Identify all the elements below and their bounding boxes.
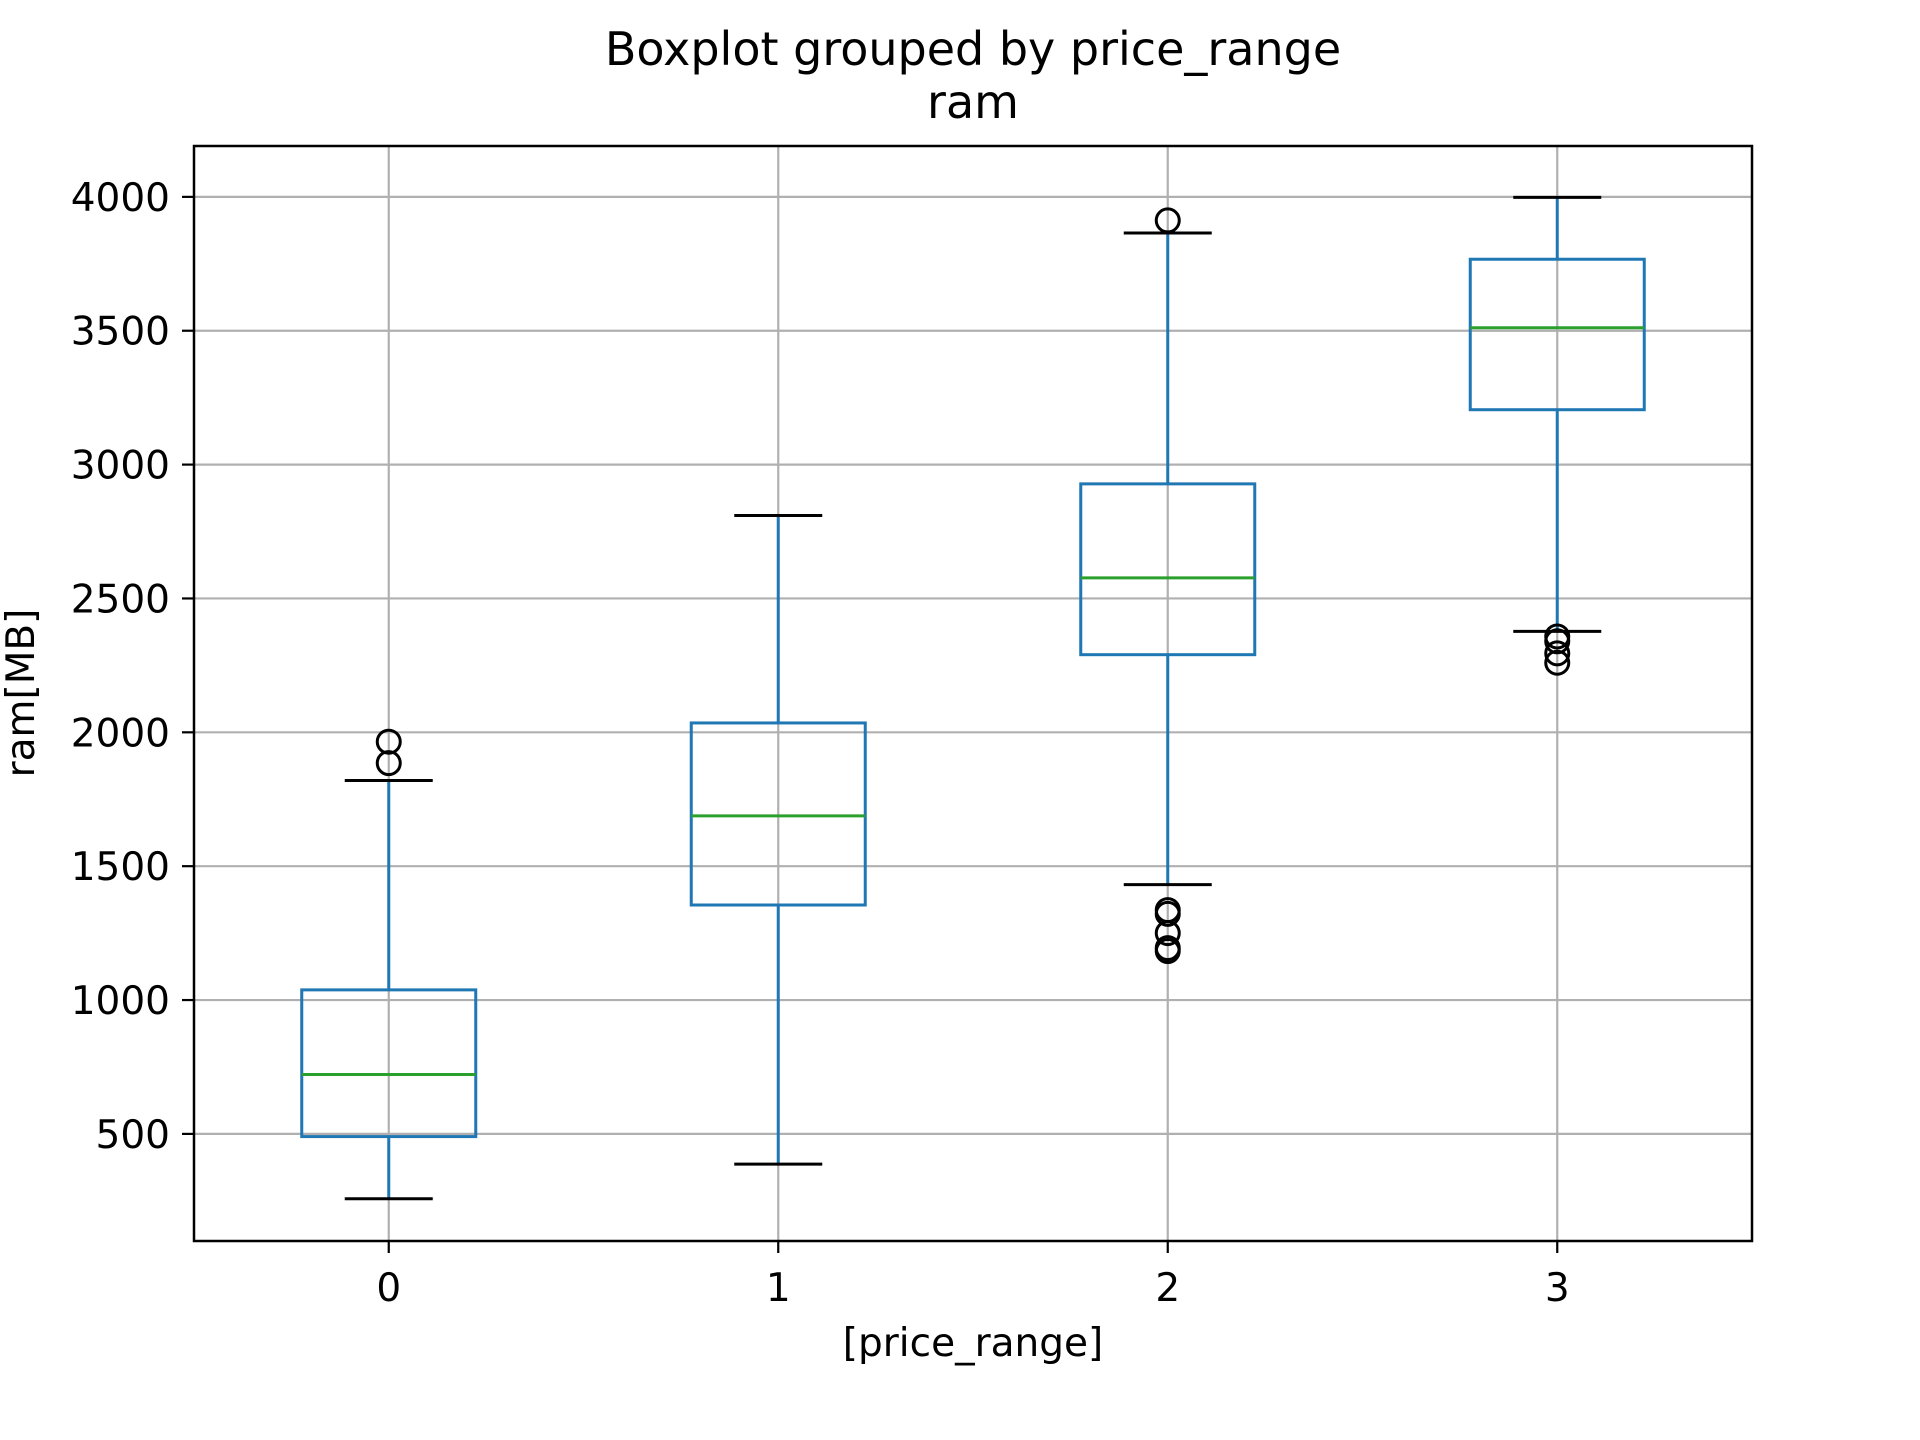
y-tick-label: 1000 (71, 979, 170, 1024)
y-tick-label: 2000 (71, 711, 170, 756)
y-tick-label: 500 (96, 1113, 170, 1158)
x-axis-ticks: 0 1 2 3 (376, 1241, 1570, 1311)
x-tick-label: 2 (1155, 1266, 1180, 1311)
outlier-point (1544, 640, 1571, 667)
y-axis-ticks: 500 1000 1500 2000 2500 3000 3500 4000 (71, 176, 194, 1158)
box-group-0 (300, 728, 478, 1201)
box-iqr (689, 721, 867, 907)
outlier-point (1544, 623, 1571, 650)
box-iqr (1079, 482, 1257, 657)
box-group-2 (1079, 207, 1257, 965)
box-iqr (1468, 257, 1646, 412)
chart-title: Boxplot grouped by price_range (605, 22, 1341, 76)
box-iqr (300, 988, 478, 1139)
box-group-1 (689, 513, 867, 1166)
x-tick-label: 0 (376, 1266, 401, 1311)
plot-frame (192, 144, 1754, 1243)
y-tick-label: 4000 (71, 176, 170, 221)
x-tick-label: 3 (1545, 1266, 1570, 1311)
y-tick-label: 3000 (71, 444, 170, 489)
y-tick-label: 2500 (71, 577, 170, 622)
x-axis-label: [price_range] (843, 1321, 1103, 1366)
outlier-point (1154, 935, 1181, 962)
chart-subtitle: ram (927, 75, 1019, 129)
outlier-point (1154, 897, 1181, 924)
outlier-point (1544, 649, 1571, 676)
outlier-point (1154, 207, 1181, 234)
box-series (300, 195, 1646, 1201)
x-tick-label: 1 (766, 1266, 791, 1311)
box-group-3 (1468, 195, 1646, 676)
outlier-point (375, 750, 402, 777)
y-tick-label: 3500 (71, 310, 170, 355)
y-axis-label: ram[MB] (0, 609, 44, 778)
y-tick-label: 1500 (71, 845, 170, 890)
outlier-point (375, 728, 402, 755)
